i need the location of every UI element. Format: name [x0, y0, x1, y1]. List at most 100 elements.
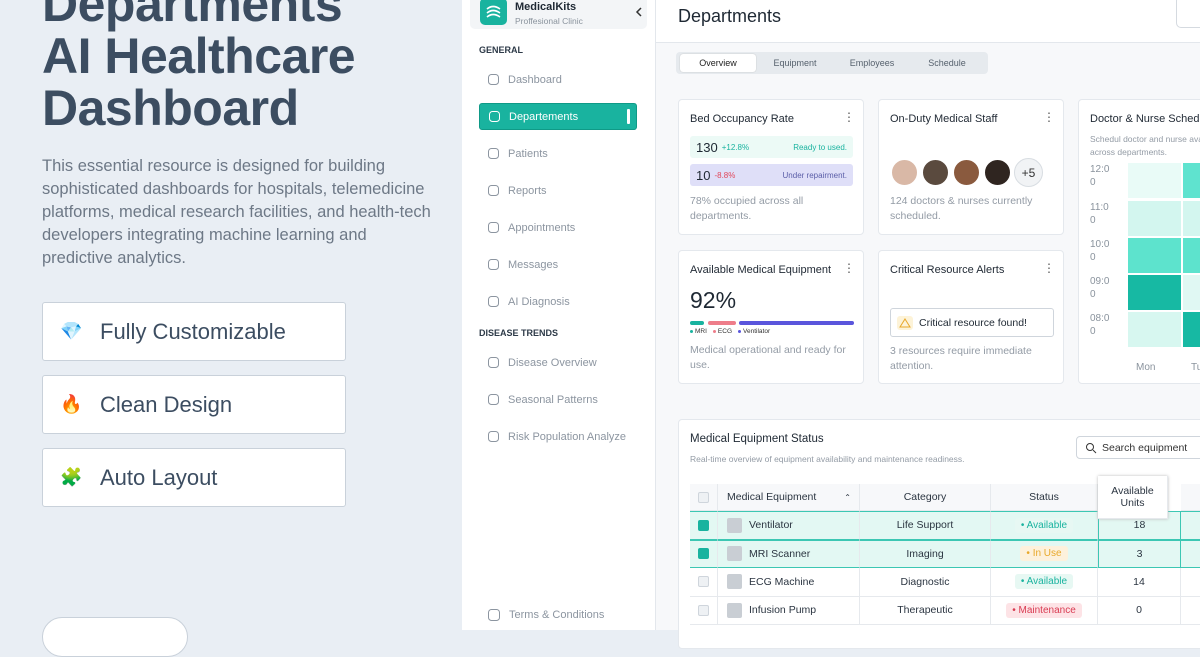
card-title: Bed Occupancy Rate	[690, 113, 794, 125]
nav-item[interactable]: Risk Population Analyze	[479, 423, 637, 450]
heat-cell	[1128, 201, 1181, 236]
category-cell: Therapeutic	[860, 596, 991, 625]
status-text: Maintenance	[1018, 604, 1076, 616]
column-label: Category	[903, 491, 947, 503]
section-heading: GENERAL	[479, 45, 524, 55]
avatar-more[interactable]: +5	[1014, 158, 1043, 187]
legend-dot	[712, 330, 716, 333]
feature-label: Fully Customizable	[100, 318, 286, 344]
stat-pill: 130 +12.8% Ready to used.	[690, 136, 853, 158]
nav-item[interactable]: Messages	[479, 251, 637, 278]
stat-change: +12.8%	[721, 142, 750, 152]
column-label: Medical Equipment	[727, 491, 817, 503]
name-cell: ECG Machine	[718, 568, 860, 597]
tab[interactable]: Equipment	[773, 58, 817, 68]
alert-box[interactable]: Critical resource found!	[890, 308, 1054, 337]
feature-box[interactable]: 🔥 Clean Design	[42, 375, 346, 434]
category-cell: Life Support	[860, 511, 991, 540]
promo-title: Departments AI Healthcare Dashboard	[42, 0, 356, 136]
nav-item[interactable]: Disease Overview	[479, 349, 637, 376]
status-cell: • Maintenance	[991, 596, 1098, 625]
nav-label: Dashboard	[508, 73, 562, 86]
category-cell: Imaging	[860, 539, 991, 568]
stat-value: 130	[696, 139, 718, 155]
avatar-group: +5	[890, 158, 1043, 187]
legend-label: Ventilator	[743, 328, 771, 335]
nav-item[interactable]: Departements	[479, 103, 637, 130]
status-dot: •	[1026, 548, 1033, 560]
checkbox[interactable]	[698, 548, 709, 560]
feature-box[interactable]: 🧩 Auto Layout	[42, 448, 346, 507]
card-menu[interactable]: ⋮	[843, 110, 855, 124]
checkbox[interactable]	[698, 491, 709, 503]
schedule-card: Doctor & Nurse Schedule Schedul doctor a…	[1078, 99, 1200, 384]
checkbox-cell	[690, 511, 718, 540]
brand-logo	[480, 0, 507, 25]
nav-item[interactable]: Appointments	[479, 214, 637, 241]
column-header: Available Units	[1098, 476, 1168, 519]
tab[interactable]: Overview	[680, 54, 756, 72]
nav-label: Seasonal Patterns	[508, 393, 598, 406]
status-cell: • Available	[991, 511, 1098, 540]
table-search[interactable]: Search equipment	[1076, 436, 1200, 459]
time-label: 11:00	[1090, 202, 1109, 226]
status-text: Available	[1026, 576, 1068, 588]
feature-box[interactable]: 💎 Fully Customizable	[42, 302, 346, 361]
legend-label: MRI	[695, 328, 707, 335]
nav-item[interactable]: AI Diagnosis	[479, 288, 637, 315]
table-title: Medical Equipment Status	[690, 433, 824, 445]
equipment-thumb	[727, 546, 742, 562]
checkbox-cell	[690, 596, 718, 625]
nav-label: Patients	[508, 147, 548, 160]
checkbox-cell	[690, 568, 718, 597]
search-button[interactable]	[1176, 0, 1200, 28]
staff-card: On-Duty Medical Staff ⋮ +5 124 doctors &…	[878, 99, 1064, 235]
status-badge: • Available	[1014, 574, 1074, 590]
tab[interactable]: Employees	[849, 58, 895, 68]
heat-cell	[1128, 275, 1181, 310]
status-badge: • Maintenance	[1006, 602, 1082, 618]
nav-item[interactable]: Dashboard	[479, 66, 637, 93]
nav-label: Risk Population Analyze	[508, 430, 627, 443]
status-text: In Use	[1032, 548, 1062, 560]
bed-occupancy-card: Bed Occupancy Rate ⋮ 130 +12.8% Ready to…	[678, 99, 864, 235]
nav-item[interactable]: Seasonal Patterns	[479, 386, 637, 413]
status-dot: •	[1020, 576, 1027, 588]
equipment-value: 92%	[690, 287, 737, 313]
name-cell: Ventilator	[718, 511, 860, 540]
legend: MRI ECG Ventilator	[690, 328, 770, 335]
status-cell: • In Use	[991, 539, 1098, 568]
sort-icon[interactable]: ⌃	[844, 492, 851, 502]
card-menu[interactable]: ⋮	[1043, 110, 1055, 124]
top-bar: Departments	[656, 0, 1200, 43]
nav-item[interactable]: Reports	[479, 177, 637, 204]
units-cell: 3	[1098, 539, 1181, 568]
feature-icon: 🧩	[60, 467, 83, 487]
card-menu[interactable]: ⋮	[1043, 261, 1055, 275]
column-header: Total	[1181, 484, 1200, 511]
legend-dot	[738, 330, 742, 333]
feature-icon: 💎	[60, 321, 83, 341]
avatar	[952, 158, 981, 187]
alerts-card: Critical Resource Alerts ⋮ Critical reso…	[878, 250, 1064, 384]
checkbox[interactable]	[698, 519, 709, 531]
units-cell: 0	[1098, 596, 1181, 625]
checkbox[interactable]	[698, 604, 709, 616]
legend-item: ECG	[712, 328, 732, 335]
time-label: 09:00	[1090, 276, 1110, 300]
card-menu[interactable]: ⋮	[843, 261, 855, 275]
title-line: Dashboard	[42, 80, 299, 136]
nav-item[interactable]: Patients	[479, 140, 637, 167]
equipment-name: MRI Scanner	[749, 547, 811, 560]
heat-cell	[1128, 238, 1181, 273]
equipment-name: Ventilator	[749, 519, 793, 532]
brand-box[interactable]: MedicalKits Proffesional Clinic	[470, 0, 647, 29]
card-title: Available Medical Equipment	[690, 264, 832, 276]
heat-cell	[1183, 275, 1200, 310]
bar-segment	[708, 321, 736, 325]
tab[interactable]: Schedule	[928, 58, 966, 68]
promo-button[interactable]	[42, 617, 188, 657]
terms-link[interactable]: Terms & Conditions	[479, 608, 604, 622]
checkbox[interactable]	[698, 576, 709, 588]
equipment-thumb	[727, 574, 742, 590]
